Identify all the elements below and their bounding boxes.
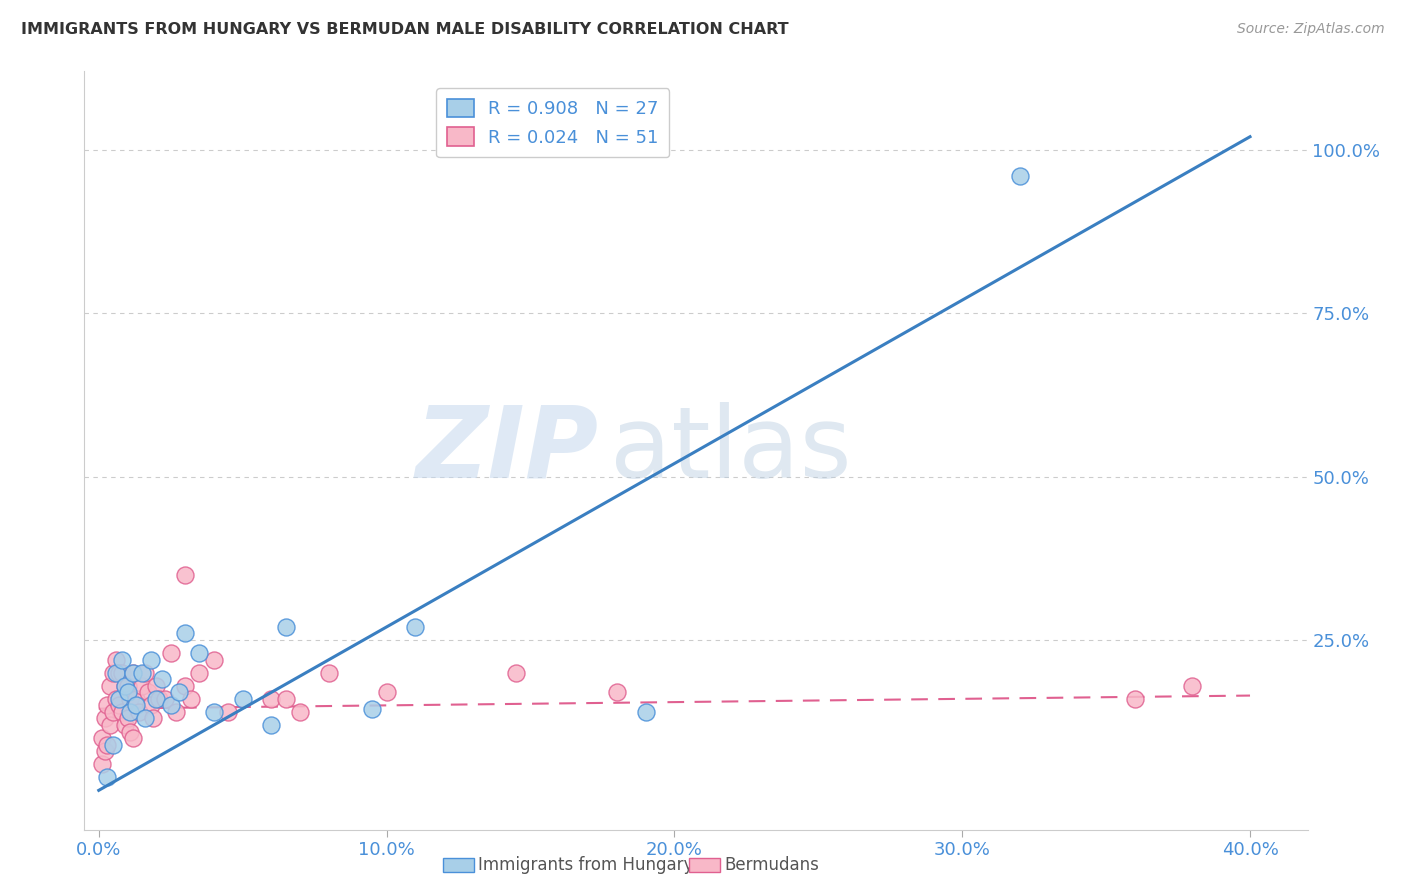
Point xyxy=(105,652,128,666)
Point xyxy=(634,705,657,719)
Point xyxy=(125,691,148,706)
Text: IMMIGRANTS FROM HUNGARY VS BERMUDAN MALE DISABILITY CORRELATION CHART: IMMIGRANTS FROM HUNGARY VS BERMUDAN MALE… xyxy=(21,22,789,37)
Point xyxy=(98,718,121,732)
Point xyxy=(159,698,181,713)
Point xyxy=(136,685,159,699)
Point xyxy=(159,646,181,660)
Point xyxy=(101,705,124,719)
Point xyxy=(145,691,167,706)
Point xyxy=(131,665,153,680)
Point xyxy=(120,691,142,706)
Point xyxy=(108,691,131,706)
Point xyxy=(90,757,112,772)
Point xyxy=(606,685,628,699)
Point xyxy=(134,665,156,680)
Point xyxy=(174,679,197,693)
Point xyxy=(111,665,134,680)
Point xyxy=(145,679,167,693)
Point xyxy=(260,718,283,732)
Point xyxy=(375,685,398,699)
Point xyxy=(96,698,118,713)
Point xyxy=(122,665,145,680)
Point xyxy=(232,691,254,706)
Point xyxy=(139,652,162,666)
Point xyxy=(117,679,139,693)
Point xyxy=(93,744,115,758)
Point xyxy=(202,652,225,666)
Point xyxy=(120,705,142,719)
Point xyxy=(98,679,121,693)
Point xyxy=(1181,679,1204,693)
Text: Bermudans: Bermudans xyxy=(724,856,818,874)
Point xyxy=(105,665,128,680)
Point xyxy=(93,711,115,725)
Point xyxy=(180,691,202,706)
Text: ZIP: ZIP xyxy=(415,402,598,499)
Point xyxy=(188,646,211,660)
Point xyxy=(148,691,170,706)
Point xyxy=(131,679,153,693)
Point xyxy=(117,685,139,699)
Point xyxy=(122,731,145,745)
Point xyxy=(108,665,131,680)
Point xyxy=(108,698,131,713)
Point xyxy=(202,705,225,719)
Point xyxy=(125,698,148,713)
Point xyxy=(139,698,162,713)
Point xyxy=(105,691,128,706)
Point xyxy=(318,665,340,680)
Point xyxy=(361,701,384,715)
Point xyxy=(101,665,124,680)
Point xyxy=(153,691,176,706)
Text: Immigrants from Hungary: Immigrants from Hungary xyxy=(478,856,693,874)
Point xyxy=(90,731,112,745)
Point xyxy=(128,705,150,719)
Point xyxy=(134,711,156,725)
Point xyxy=(290,705,312,719)
Point xyxy=(174,626,197,640)
Point xyxy=(122,665,145,680)
Point xyxy=(260,691,283,706)
Point xyxy=(142,711,165,725)
Legend: R = 0.908   N = 27, R = 0.024   N = 51: R = 0.908 N = 27, R = 0.024 N = 51 xyxy=(436,88,669,157)
Point xyxy=(117,711,139,725)
Point xyxy=(174,567,197,582)
Point xyxy=(114,679,136,693)
Point xyxy=(96,770,118,784)
Point xyxy=(114,679,136,693)
Point xyxy=(96,738,118,752)
Point xyxy=(101,738,124,752)
Point xyxy=(114,718,136,732)
Point xyxy=(120,724,142,739)
Point xyxy=(1008,169,1031,183)
Point xyxy=(404,620,426,634)
Text: Source: ZipAtlas.com: Source: ZipAtlas.com xyxy=(1237,22,1385,37)
Point xyxy=(111,652,134,666)
Point xyxy=(150,672,173,686)
Point xyxy=(188,665,211,680)
Point xyxy=(169,685,191,699)
Point xyxy=(111,705,134,719)
Point xyxy=(217,705,239,719)
Point xyxy=(274,620,297,634)
Point xyxy=(166,705,188,719)
Point xyxy=(1123,691,1146,706)
Point xyxy=(274,691,297,706)
Text: atlas: atlas xyxy=(610,402,852,499)
Point xyxy=(505,665,527,680)
